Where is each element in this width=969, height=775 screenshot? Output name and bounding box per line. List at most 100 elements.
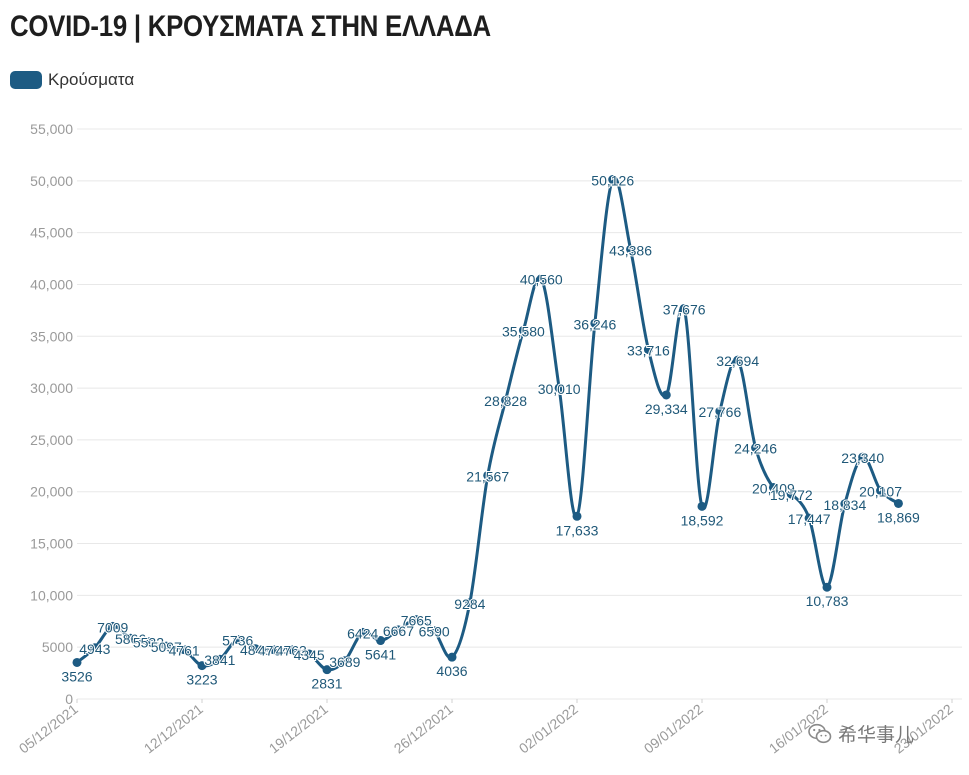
- y-tick-label: 40,000: [30, 276, 73, 292]
- data-label: 18,592: [681, 512, 724, 528]
- data-point[interactable]: [536, 274, 546, 284]
- data-point[interactable]: [322, 665, 332, 675]
- data-point[interactable]: [429, 626, 439, 636]
- data-point[interactable]: [268, 645, 278, 655]
- data-label: 18,834: [823, 497, 866, 513]
- data-point[interactable]: [590, 318, 600, 328]
- data-label: 32,694: [716, 353, 759, 369]
- data-label: 23,340: [841, 450, 884, 466]
- y-axis-ticks: 0 5000 10,000 15,000 20,000 25,000 30,000 35,00…: [30, 121, 73, 707]
- data-point[interactable]: [626, 244, 636, 254]
- data-point[interactable]: [608, 175, 618, 185]
- series-line: [76, 176, 900, 672]
- data-point[interactable]: [358, 627, 368, 637]
- data-point[interactable]: [465, 598, 475, 608]
- data-label: 4943: [79, 641, 110, 657]
- data-label: 29,334: [645, 401, 688, 417]
- data-point[interactable]: [90, 643, 100, 653]
- data-point[interactable]: [733, 355, 743, 365]
- data-label: 50,126: [591, 173, 634, 189]
- data-point[interactable]: [161, 641, 171, 651]
- data-point[interactable]: [768, 482, 778, 492]
- data-label: 5866: [115, 631, 146, 647]
- data-label: 6424: [347, 625, 378, 641]
- gridlines: [77, 128, 962, 700]
- data-label: 28,828: [484, 393, 527, 409]
- data-label: 17,633: [556, 522, 599, 538]
- data-point[interactable]: [286, 645, 296, 655]
- data-label: 4764: [258, 643, 289, 659]
- series-line-layer: [76, 176, 900, 672]
- data-point[interactable]: [108, 621, 118, 631]
- data-label: 5532: [133, 635, 164, 651]
- data-point[interactable]: [840, 499, 850, 509]
- watermark: 希华事儿: [808, 720, 914, 747]
- data-label: 5641: [365, 647, 396, 663]
- data-point[interactable]: [893, 498, 903, 508]
- y-tick-label: 30,000: [30, 380, 73, 396]
- data-point[interactable]: [411, 615, 421, 625]
- data-label: 33,716: [627, 343, 670, 359]
- y-tick-label: 20,000: [30, 484, 73, 500]
- data-point[interactable]: [554, 383, 564, 393]
- y-tick-label: 35,000: [30, 328, 73, 344]
- data-label: 20,107: [859, 484, 902, 500]
- data-point[interactable]: [858, 452, 868, 462]
- data-label: 30,010: [538, 381, 581, 397]
- data-label: 27,766: [698, 404, 741, 420]
- data-point[interactable]: [661, 390, 671, 400]
- data-label: 20,409: [752, 480, 795, 496]
- data-point[interactable]: [804, 513, 814, 523]
- data-label: 7009: [97, 619, 128, 635]
- data-point[interactable]: [483, 470, 493, 480]
- data-point[interactable]: [179, 645, 189, 655]
- y-tick-label: 15,000: [30, 536, 73, 552]
- data-label: 35,580: [502, 323, 545, 339]
- data-label: 43,386: [609, 242, 652, 258]
- data-point[interactable]: [233, 635, 243, 645]
- data-point[interactable]: [786, 489, 796, 499]
- data-point[interactable]: [876, 486, 886, 496]
- data-point[interactable]: [197, 661, 207, 671]
- data-point[interactable]: [697, 501, 707, 511]
- data-point[interactable]: [751, 443, 761, 453]
- data-points: [72, 175, 903, 675]
- data-point[interactable]: [215, 654, 225, 664]
- data-label: 40,560: [520, 272, 563, 288]
- data-label: 4345: [294, 647, 325, 663]
- data-label: 5736: [222, 633, 253, 649]
- data-label: 6590: [419, 624, 450, 640]
- data-point[interactable]: [126, 633, 136, 643]
- data-point[interactable]: [304, 649, 314, 659]
- data-point[interactable]: [501, 395, 511, 405]
- data-point[interactable]: [822, 582, 832, 592]
- data-label: 24,246: [734, 441, 777, 457]
- watermark-text: 希华事儿: [838, 725, 915, 746]
- data-point[interactable]: [376, 636, 386, 646]
- x-tick-label: 19/12/2021: [266, 701, 331, 757]
- data-point[interactable]: [393, 625, 403, 635]
- data-label: 3841: [204, 652, 235, 668]
- x-tick-label: 09/01/2022: [641, 701, 706, 757]
- data-point[interactable]: [447, 652, 457, 662]
- legend[interactable]: Κρούσματα: [10, 70, 134, 90]
- data-point[interactable]: [679, 304, 689, 314]
- data-label: 4036: [436, 663, 467, 679]
- data-point[interactable]: [518, 325, 528, 335]
- data-point[interactable]: [251, 644, 261, 654]
- data-point[interactable]: [143, 637, 153, 647]
- data-label: 19,772: [770, 487, 813, 503]
- data-label: 18,869: [877, 509, 920, 525]
- data-point[interactable]: [340, 656, 350, 666]
- x-tick-label: 05/12/2021: [16, 701, 81, 757]
- data-point[interactable]: [643, 345, 653, 355]
- x-tick-label: 26/12/2021: [391, 701, 456, 757]
- data-label: 7665: [401, 613, 432, 629]
- data-point[interactable]: [715, 406, 725, 416]
- data-point[interactable]: [72, 657, 82, 667]
- x-tick-label: 02/01/2022: [516, 701, 581, 757]
- legend-label: Κρούσματα: [48, 70, 135, 89]
- data-point[interactable]: [572, 511, 582, 521]
